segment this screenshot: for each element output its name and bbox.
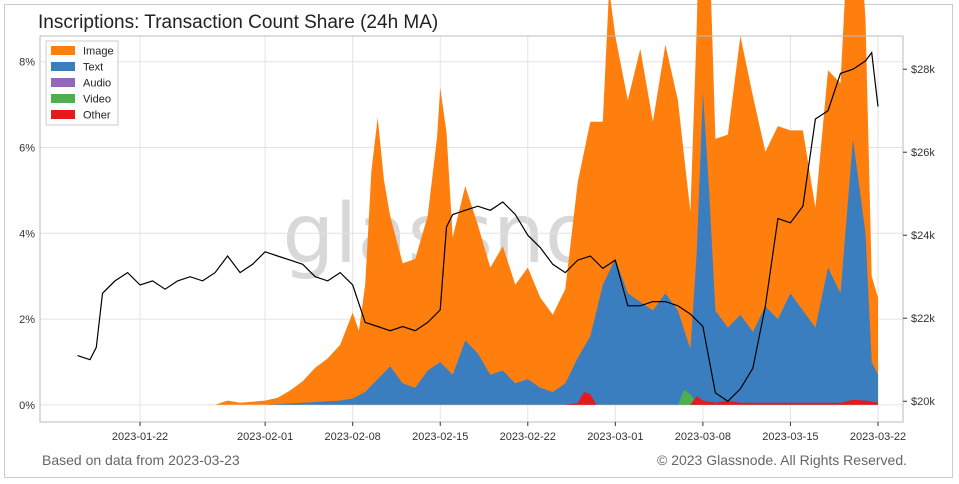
legend-label-text: Text xyxy=(83,62,103,74)
legend-label-image: Image xyxy=(83,46,114,58)
price-line xyxy=(77,51,879,402)
legend-swatch-video xyxy=(51,94,75,103)
x-tick-label: 2023-03-01 xyxy=(587,431,643,443)
y-right-tick-label: $24k xyxy=(911,230,935,242)
x-tick-label: 2023-03-08 xyxy=(675,431,731,443)
axes: 0% 2% 4% 6% 8% $20k $22k $24k $26k $28k 2023-01-22… xyxy=(19,35,935,443)
chart-title: Inscriptions: Transaction Count Share (2… xyxy=(38,12,439,33)
legend-label-other: Other xyxy=(83,110,111,122)
y-right-tick-label: $28k xyxy=(911,64,935,76)
y-left-tick-label: 8% xyxy=(19,57,35,69)
legend-swatch-audio xyxy=(51,78,75,87)
y-left-tick-label: 6% xyxy=(19,143,35,155)
plot-border xyxy=(39,35,904,423)
y-left-tick-label: 0% xyxy=(19,400,35,412)
area-series-image xyxy=(77,0,878,405)
area-series-text xyxy=(77,91,878,405)
x-tick-label: 2023-03-22 xyxy=(850,431,906,443)
x-tick-label: 2023-02-15 xyxy=(412,431,468,443)
y-left-tick-label: 4% xyxy=(19,228,35,240)
area-series-other xyxy=(77,392,878,405)
x-tick-label: 2023-02-22 xyxy=(500,431,556,443)
y-right-tick-label: $20k xyxy=(911,396,935,408)
x-tick-label: 2023-03-15 xyxy=(762,431,818,443)
source-note: Based on data from 2023-03-23 xyxy=(42,452,240,468)
y-right-tick-label: $26k xyxy=(911,147,935,159)
copyright-note: © 2023 Glassnode. All Rights Reserved. xyxy=(656,452,907,468)
legend-swatch-image xyxy=(51,46,75,55)
price-line-group xyxy=(77,51,879,402)
y-right-tick-label: $22k xyxy=(911,313,935,325)
legend-label-audio: Audio xyxy=(83,78,111,90)
x-tick-label: 2023-02-01 xyxy=(237,431,293,443)
legend: Image Text Audio Video Other xyxy=(45,40,119,126)
x-tick-label: 2023-01-22 xyxy=(112,431,168,443)
stacked-areas xyxy=(77,0,878,405)
legend-swatch-text xyxy=(51,62,75,71)
legend-swatch-other xyxy=(51,110,75,119)
y-left-tick-label: 2% xyxy=(19,314,35,326)
x-tick-label: 2023-02-08 xyxy=(325,431,381,443)
legend-label-video: Video xyxy=(83,94,111,106)
